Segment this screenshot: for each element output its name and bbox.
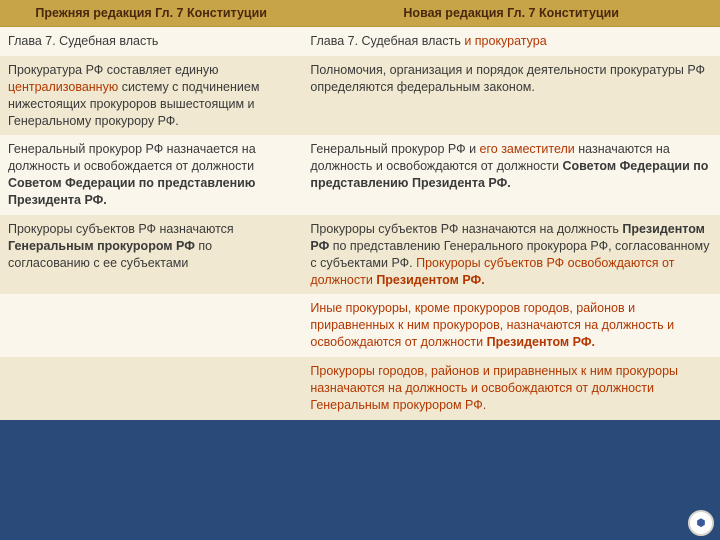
table-row: Глава 7. Судебная власть Глава 7. Судебн… [0, 27, 720, 56]
cell-right: Прокуроры субъектов РФ назначаются на до… [302, 215, 720, 295]
cell-left: Глава 7. Судебная власть [0, 27, 302, 56]
cell-left: Прокуратура РФ составляет единую централ… [0, 56, 302, 136]
cell-right: Прокуроры городов, районов и приравненны… [302, 357, 720, 420]
header-left: Прежняя редакция Гл. 7 Конституции [0, 0, 302, 27]
table-row: Прокуроры городов, районов и приравненны… [0, 357, 720, 420]
table-header-row: Прежняя редакция Гл. 7 Конституции Новая… [0, 0, 720, 27]
cell-left: Генеральный прокурор РФ назначается на д… [0, 135, 302, 215]
logo-icon: ⬢ [688, 510, 714, 536]
table-row: Прокуроры субъектов РФ назначаются Генер… [0, 215, 720, 295]
table-row: Прокуратура РФ составляет единую централ… [0, 56, 720, 136]
table-row: Генеральный прокурор РФ назначается на д… [0, 135, 720, 215]
cell-right: Полномочия, организация и порядок деятел… [302, 56, 720, 136]
comparison-table: Прежняя редакция Гл. 7 Конституции Новая… [0, 0, 720, 420]
cell-right: Генеральный прокурор РФ и его заместител… [302, 135, 720, 215]
cell-left-empty [0, 357, 302, 420]
page-container: Прежняя редакция Гл. 7 Конституции Новая… [0, 0, 720, 540]
cell-left-empty [0, 294, 302, 357]
cell-right: Глава 7. Судебная власть и прокуратура [302, 27, 720, 56]
header-right: Новая редакция Гл. 7 Конституции [302, 0, 720, 27]
cell-left: Прокуроры субъектов РФ назначаются Генер… [0, 215, 302, 295]
table-row: Иные прокуроры, кроме прокуроров городов… [0, 294, 720, 357]
cell-right: Иные прокуроры, кроме прокуроров городов… [302, 294, 720, 357]
